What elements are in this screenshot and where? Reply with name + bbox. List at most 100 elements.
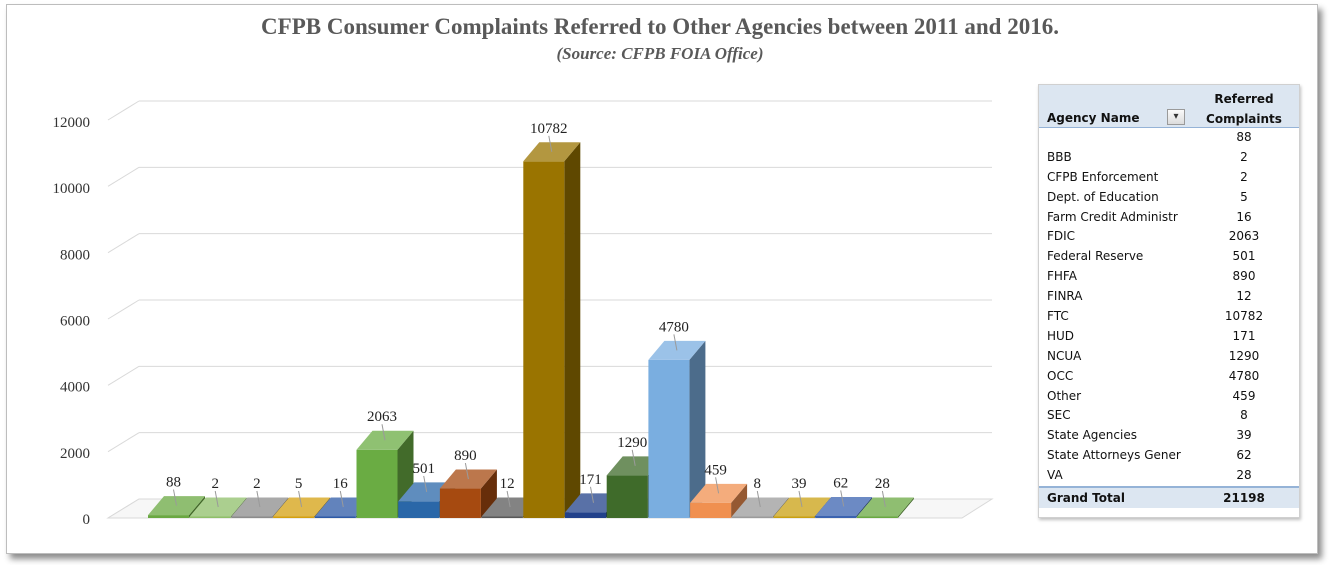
data-label: 12 [500,476,515,492]
gridline-diagonal [107,100,140,121]
bar [231,516,273,518]
pivot-row-agency: NCUA [1047,348,1082,363]
pivot-row-agency: SEC [1047,408,1071,423]
filter-dropdown-icon[interactable]: ▾ [1167,109,1185,125]
pivot-row: BBB 2 [1039,148,1299,168]
leader-line [590,486,594,503]
data-label: 62 [833,475,848,491]
grand-total-label: Grand Total [1047,491,1125,506]
bar-side [897,497,914,518]
bar [690,502,732,518]
gridline-diagonal [107,365,140,386]
pivot-row: VA 28 [1039,466,1299,486]
pivot-row: CFPB Enforcement 2 [1039,168,1299,188]
bar [481,516,523,518]
pivot-row-value: 12 [1236,289,1252,304]
data-label: 171 [579,472,602,488]
pivot-row: State Agencies 39 [1039,426,1299,446]
pivot-row: Dept. of Education 5 [1039,188,1299,208]
leader-line [423,475,428,493]
leader-line [298,490,303,508]
y-tick-label: 12000 [53,115,91,131]
bar [856,516,898,518]
pivot-header: Agency Name ▾ Referred Complaints [1039,85,1299,128]
pivot-row-agency: Other [1047,388,1082,403]
data-label: 2063 [367,409,397,425]
pivot-row-agency: FHFA [1047,269,1077,284]
gridline-diagonal [107,432,140,453]
pivot-row: NCUA 1290 [1039,347,1299,367]
pivot-row: State Attorneys Gener 62 [1039,446,1299,466]
pivot-row: OCC 4780 [1039,367,1299,387]
pivot-row: Farm Credit Administr 16 [1039,208,1299,228]
pivot-row-agency: BBB [1047,149,1072,164]
bar [148,515,189,518]
y-tick-label: 0 [83,512,91,528]
leader-line [173,489,177,506]
pivot-row-value: 171 [1232,328,1256,343]
pivot-row: FINRA 12 [1039,287,1299,307]
bar [773,516,815,518]
y-tick-label: 4000 [60,380,90,396]
pivot-row: SEC 8 [1039,406,1299,426]
data-label: 8 [754,476,762,492]
pivot-row-agency: Farm Credit Administr [1047,209,1178,224]
leader-line [256,490,261,508]
gridline-diagonal [107,299,140,320]
pivot-row: Federal Reserve 501 [1039,247,1299,267]
data-label: 459 [704,462,727,478]
referred-complaints-header: Referred Complaints [1189,89,1299,129]
bar-side [189,496,205,518]
bar-side [480,469,497,518]
pivot-row-agency: Federal Reserve [1047,249,1144,264]
pivot-row: Other 459 [1039,387,1299,407]
pivot-row-value: 2 [1240,149,1248,164]
leader-line [798,490,803,508]
pivot-row: FTC 10782 [1039,307,1299,327]
data-label: 4780 [659,319,689,335]
data-label: 890 [454,448,477,464]
pivot-row-value: 62 [1236,448,1252,463]
data-label: 501 [412,461,435,477]
data-label: 16 [333,476,349,492]
pivot-row-agency: OCC [1047,368,1074,383]
pivot-table: Agency Name ▾ Referred Complaints 88 BBB 2… [1038,84,1300,518]
pivot-row: FHFA 890 [1039,267,1299,287]
pivot-row-value: 890 [1232,269,1256,284]
pivot-row-value: 2 [1240,169,1248,184]
leader-line [214,490,219,508]
pivot-row-value: 88 [1236,130,1252,144]
leader-line [881,490,886,508]
bar [273,516,315,518]
pivot-row: 88 [1039,128,1299,148]
gridline-diagonal [107,233,140,254]
data-label: 2 [211,476,219,492]
pivot-row: FDIC 2063 [1039,227,1299,247]
gridline-diagonal [107,166,140,187]
grand-total-row: Grand Total 21198 [1039,486,1299,509]
pivot-row-value: 8 [1240,408,1248,423]
pivot-row-value: 5 [1240,189,1248,204]
agency-name-header: Agency Name [1047,111,1140,125]
referred-header-line2: Complaints [1206,112,1282,126]
data-label: 10782 [530,121,568,137]
data-label: 39 [792,476,807,492]
bar-side [689,340,706,518]
bar-side [564,142,581,518]
pivot-row-agency: VA [1047,468,1063,483]
leader-line [631,449,636,466]
data-label: 88 [166,475,181,491]
bar [523,161,565,518]
bar [606,475,648,518]
pivot-row-value: 2063 [1228,229,1260,244]
pivot-row-value: 10782 [1224,309,1264,324]
bar [439,488,481,518]
leader-line [756,490,761,508]
pivot-row-agency: Dept. of Education [1047,189,1159,204]
bar [398,501,440,518]
grand-total-value: 21198 [1223,491,1265,506]
pivot-row-value: 16 [1236,209,1252,224]
leader-line [548,135,553,152]
bar-top [815,496,873,516]
pivot-row-agency: CFPB Enforcement [1047,169,1159,184]
